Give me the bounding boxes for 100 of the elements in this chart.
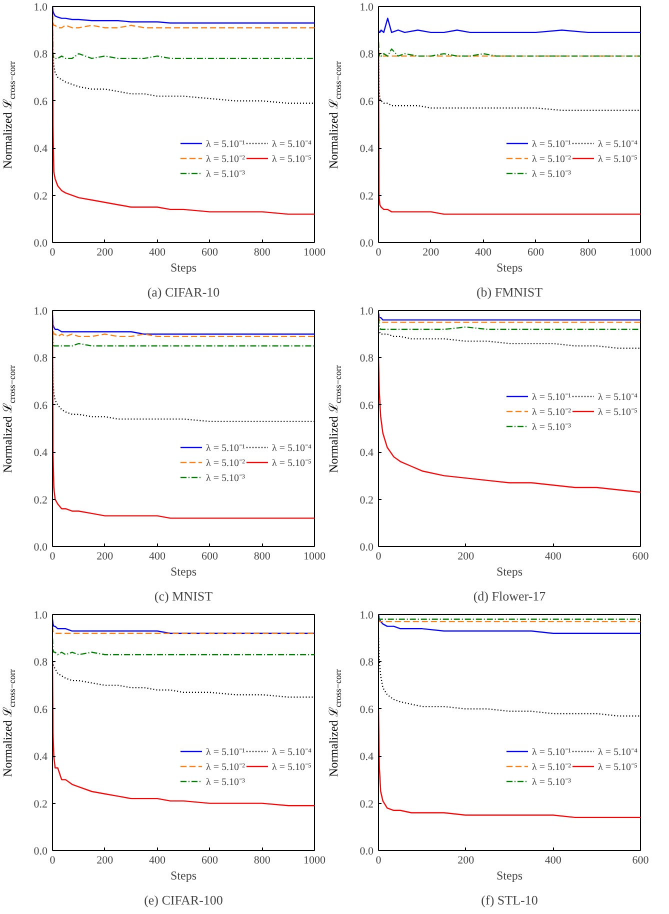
y-tick-label: 0.4 <box>34 447 48 460</box>
legend-label: λ = 5.10⁻⁵ <box>598 761 638 773</box>
y-tick-label: 1.0 <box>360 306 374 318</box>
y-tick-label: 0.6 <box>360 96 374 108</box>
legend-label: λ = 5.10⁻² <box>532 761 571 773</box>
x-axis-title: Steps <box>170 564 197 578</box>
y-tick-label: 0.4 <box>34 751 48 764</box>
x-tick-label: 800 <box>580 246 597 258</box>
text: (b) FMNIST <box>476 284 543 300</box>
x-tick-label: 400 <box>544 854 562 866</box>
x-tick-label: 200 <box>422 246 440 258</box>
x-tick-label: 200 <box>96 854 114 866</box>
legend-label: λ = 5.10⁻² <box>532 406 571 418</box>
x-tick-label: 600 <box>527 246 544 258</box>
y-tick-label: 0.2 <box>34 798 48 810</box>
legend-label: λ = 5.10⁻³ <box>206 776 245 788</box>
x-tick-label: 200 <box>458 550 475 562</box>
legend-label: λ = 5.10⁻⁵ <box>598 406 638 418</box>
y-tick-label: 0.4 <box>360 447 374 460</box>
legend-label: λ = 5.10⁻³ <box>532 421 571 433</box>
x-tick-label: 800 <box>254 550 271 562</box>
text: (c) MNIST <box>154 588 213 604</box>
legend-label: λ = 5.10⁻¹ <box>206 138 245 150</box>
y-tick-label: 1.0 <box>34 610 48 622</box>
y-tick-label: 0.8 <box>360 352 374 365</box>
legend-label: λ = 5.10⁻³ <box>206 472 245 484</box>
x-tick-label: 400 <box>544 550 562 562</box>
legend-label: λ = 5.10⁻² <box>532 153 571 165</box>
x-tick-label: 0 <box>376 246 382 258</box>
y-tick-label: 0.6 <box>34 96 48 108</box>
legend-label: λ = 5.10⁻⁴ <box>598 138 638 150</box>
y-tick-label: 0.8 <box>360 656 374 669</box>
x-tick-label: 1000 <box>304 854 326 866</box>
x-tick-label: 200 <box>96 550 114 562</box>
y-tick-label: 0.0 <box>360 238 374 250</box>
legend-label: λ = 5.10⁻¹ <box>206 442 245 454</box>
legend-label: λ = 5.10⁻² <box>206 457 245 469</box>
x-tick-label: 1000 <box>304 550 326 562</box>
x-axis-title: Steps <box>496 564 523 578</box>
legend-label: λ = 5.10⁻⁴ <box>272 746 312 758</box>
y-tick-label: 0.6 <box>360 400 374 412</box>
y-tick-label: 0.0 <box>34 238 48 250</box>
x-tick-label: 0 <box>376 854 382 866</box>
y-tick-label: 0.4 <box>360 751 374 764</box>
legend-label: λ = 5.10⁻² <box>206 153 245 165</box>
y-tick-label: 1.0 <box>360 610 374 622</box>
x-tick-label: 400 <box>149 854 166 866</box>
x-axis-title: Steps <box>496 260 523 274</box>
y-tick-label: 0.0 <box>360 846 374 858</box>
legend-label: λ = 5.10⁻² <box>206 761 245 773</box>
x-tick-label: 400 <box>149 550 166 562</box>
legend-label: λ = 5.10⁻⁴ <box>272 442 312 454</box>
y-tick-label: 0.2 <box>34 494 48 506</box>
legend-label: λ = 5.10⁻⁴ <box>272 138 312 150</box>
y-tick-label: 1.0 <box>34 2 48 14</box>
legend-label: λ = 5.10⁻⁵ <box>272 457 312 469</box>
y-tick-label: 1.0 <box>360 2 374 14</box>
legend-label: λ = 5.10⁻³ <box>532 168 571 180</box>
x-tick-label: 400 <box>149 246 166 258</box>
x-tick-label: 600 <box>201 550 218 562</box>
y-tick-label: 0.2 <box>360 190 374 202</box>
x-tick-label: 800 <box>254 246 271 258</box>
line-series <box>378 614 640 634</box>
legend-label: λ = 5.10⁻⁵ <box>598 153 638 165</box>
x-tick-label: 0 <box>50 550 56 562</box>
y-tick-label: 0.8 <box>360 48 374 61</box>
legend-label: λ = 5.10⁻⁴ <box>598 391 638 403</box>
line-series <box>52 322 314 338</box>
text: (e) CIFAR-100 <box>144 892 223 908</box>
legend-label: λ = 5.10⁻¹ <box>206 746 245 758</box>
legend-label: λ = 5.10⁻⁵ <box>272 153 312 165</box>
y-tick-label: 0.0 <box>360 542 374 554</box>
legend-label: λ = 5.10⁻¹ <box>532 746 571 758</box>
x-tick-label: 800 <box>254 854 271 866</box>
x-tick-label: 200 <box>458 854 475 866</box>
y-tick-label: 0.4 <box>360 143 374 156</box>
x-tick-label: 0 <box>376 550 382 562</box>
x-tick-label: 1000 <box>304 246 326 258</box>
y-tick-label: 0.0 <box>34 846 48 858</box>
y-tick-label: 0.2 <box>360 494 374 506</box>
x-tick-label: 1000 <box>630 246 652 258</box>
y-tick-label: 0.6 <box>34 400 48 412</box>
y-tick-label: 0.2 <box>360 798 374 810</box>
legend-label: λ = 5.10⁻¹ <box>532 391 571 403</box>
y-tick-label: 0.4 <box>34 143 48 156</box>
x-tick-label: 600 <box>201 854 218 866</box>
x-tick-label: 0 <box>50 854 56 866</box>
y-tick-label: 0.8 <box>34 656 48 669</box>
y-tick-label: 0.6 <box>360 704 374 716</box>
x-tick-label: 600 <box>632 854 650 866</box>
text: (a) CIFAR-10 <box>147 284 220 300</box>
y-tick-label: 0.0 <box>34 542 48 554</box>
x-tick-label: 0 <box>50 246 56 258</box>
y-tick-label: 0.8 <box>34 48 48 61</box>
x-tick-label: 200 <box>96 246 114 258</box>
x-axis-title: Steps <box>170 868 197 882</box>
text: (f) STL-10 <box>481 892 538 908</box>
x-tick-label: 600 <box>632 550 650 562</box>
legend-label: λ = 5.10⁻¹ <box>532 138 571 150</box>
x-axis-title: Steps <box>496 868 523 882</box>
